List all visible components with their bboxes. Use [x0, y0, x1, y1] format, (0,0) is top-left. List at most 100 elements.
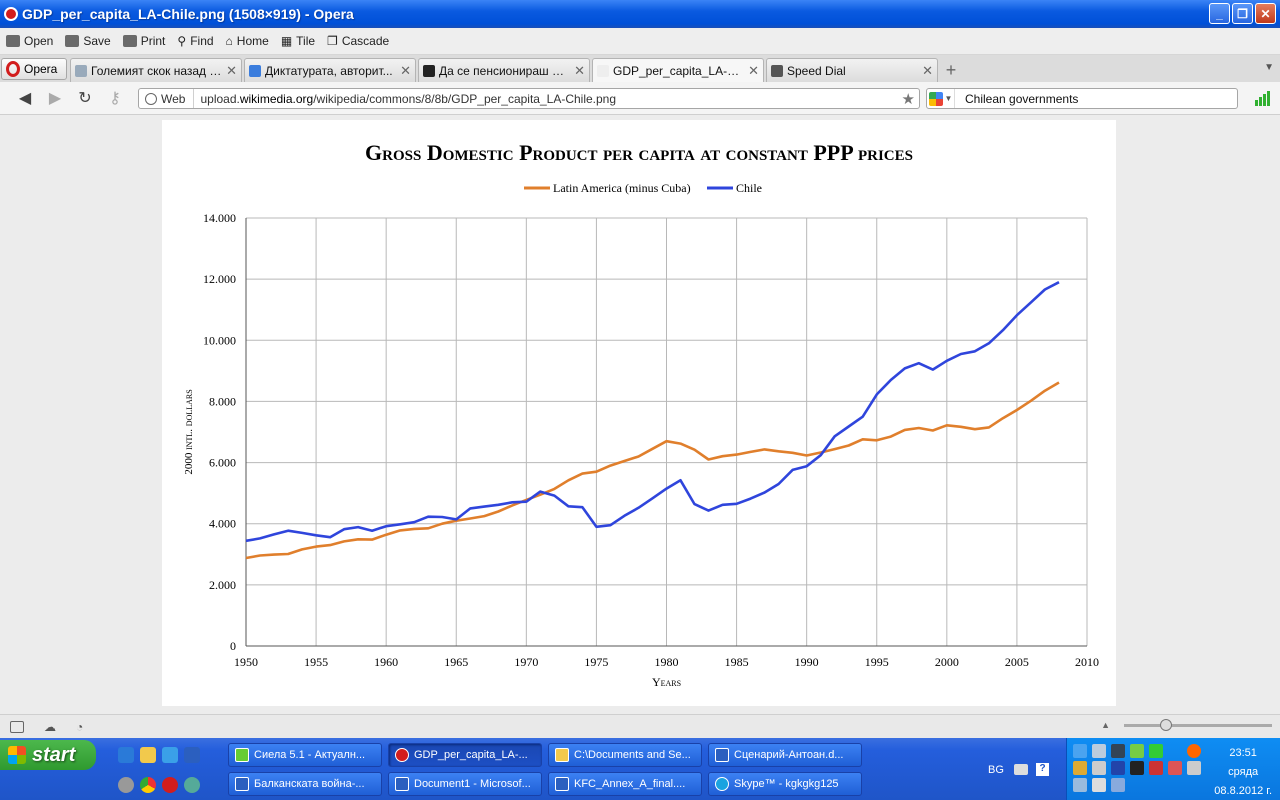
find-button[interactable]: ⚲ Find [177, 34, 214, 48]
tray-icon[interactable] [1149, 744, 1163, 758]
y-tick-label: 6.000 [209, 456, 236, 470]
ie-icon[interactable] [118, 747, 134, 763]
tab-3[interactable]: Да се пенсионираш в Ч... ✕ [418, 58, 590, 82]
minimize-button[interactable]: _ [1209, 3, 1230, 24]
reload-button[interactable]: ↻ [78, 90, 92, 107]
y-tick-label: 14.000 [203, 211, 236, 225]
ie-icon[interactable] [162, 747, 178, 763]
close-tab-icon[interactable]: ✕ [226, 62, 237, 78]
folder-icon [555, 748, 569, 762]
key-icon[interactable]: ⚷ [109, 90, 121, 107]
x-tick-label: 2000 [935, 655, 959, 669]
tray-icon[interactable] [1111, 744, 1125, 758]
tray-icon[interactable] [1073, 744, 1087, 758]
clock-day: сряда [1228, 766, 1259, 778]
print-button[interactable]: Print [122, 34, 165, 48]
cascade-button[interactable]: ❐ Cascade [327, 34, 390, 48]
forward-button[interactable]: ▶ [48, 90, 62, 107]
task-button[interactable]: Балканската война-... [228, 772, 382, 796]
save-button[interactable]: Save [65, 34, 111, 48]
new-tab-button[interactable]: + [945, 59, 957, 80]
tray-icon[interactable] [1111, 778, 1125, 792]
start-button[interactable]: start [0, 740, 96, 770]
address-field[interactable]: Web upload.wikimedia.org/wikipedia/commo… [138, 88, 920, 109]
panel-toggle-icon[interactable] [10, 720, 24, 733]
task-button[interactable]: Сценарий-Антоан.d... [708, 743, 862, 767]
tray-icon[interactable] [1092, 761, 1106, 775]
task-button[interactable]: Сиела 5.1 - Актуалн... [228, 743, 382, 767]
cloud-icon[interactable]: ☁ [44, 719, 56, 734]
clock[interactable]: 23:51 сряда 08.8.2012 г. [1214, 744, 1272, 800]
opera-menu-button[interactable]: Opera [1, 58, 67, 80]
tab-menu-chevron-icon[interactable]: ▼ [1264, 62, 1274, 73]
x-axis-label: Years [652, 675, 681, 689]
opera-logo-icon [6, 61, 20, 77]
folder-icon[interactable] [140, 747, 156, 763]
opera-icon [395, 748, 409, 762]
tray-icon[interactable] [1092, 744, 1106, 758]
chevron-down-icon: ▼ [944, 94, 953, 103]
close-tab-icon[interactable]: ✕ [574, 62, 585, 78]
tab-2[interactable]: Диктатурата, авторит... ✕ [244, 58, 416, 82]
task-button[interactable]: KFC_Annex_A_final.... [548, 772, 702, 796]
word-icon[interactable] [184, 747, 200, 763]
google-icon [928, 91, 943, 106]
tile-button[interactable]: ▦ Tile [280, 34, 316, 48]
cascade-icon: ❐ [327, 34, 338, 48]
zoom-slider[interactable] [1124, 719, 1272, 731]
task-button[interactable]: Document1 - Microsof... [388, 772, 542, 796]
close-tab-icon[interactable]: ✕ [922, 62, 933, 78]
favicon-icon [423, 64, 435, 77]
search-engine-selector[interactable]: ▼ [927, 89, 955, 108]
tray-icon[interactable] [1187, 761, 1201, 775]
close-tab-icon[interactable]: ✕ [748, 62, 759, 78]
home-button[interactable]: ⌂ Home [225, 34, 269, 48]
tray-icon[interactable] [1073, 778, 1087, 792]
tray-icon[interactable] [1149, 761, 1163, 775]
y-tick-label: 4.000 [209, 517, 236, 531]
tray-icon[interactable] [1111, 761, 1125, 775]
x-tick-label: 2010 [1075, 655, 1099, 669]
keyboard-icon[interactable] [1014, 764, 1028, 775]
site-badge[interactable]: Web [139, 89, 195, 108]
word-icon [395, 777, 409, 791]
tray-icon[interactable] [1130, 761, 1144, 775]
legend-label: Chile [736, 181, 762, 195]
word-icon [555, 777, 569, 791]
task-button[interactable]: C:\Documents and Se... [548, 743, 702, 767]
open-button[interactable]: Open [6, 34, 53, 48]
tab-1[interactable]: Големият скок назад - ... ✕ [70, 58, 242, 82]
task-button-active[interactable]: GDP_per_capita_LA-... [388, 743, 542, 767]
gdp-chart: Gross Domestic Product per capita at con… [183, 140, 1099, 689]
y-tick-label: 0 [230, 639, 236, 653]
windows-logo-icon [8, 746, 26, 764]
zoom-slider-knob[interactable] [1160, 719, 1172, 731]
window-title: GDP_per_capita_LA-Chile.png (1508×919) -… [22, 6, 354, 22]
back-button[interactable]: ◀ [18, 90, 32, 107]
app-icon[interactable] [184, 777, 200, 793]
help-icon[interactable]: ? [1036, 763, 1049, 776]
opera-icon[interactable] [162, 777, 178, 793]
chrome-icon[interactable] [140, 777, 156, 793]
tab-5[interactable]: Speed Dial ✕ [766, 58, 938, 82]
tray-icon[interactable] [1073, 761, 1087, 775]
close-window-button[interactable]: ✕ [1255, 3, 1276, 24]
tray-icon[interactable] [1092, 778, 1106, 792]
tray-icon[interactable] [1130, 744, 1144, 758]
x-tick-label: 1980 [655, 655, 679, 669]
x-tick-label: 1955 [304, 655, 328, 669]
search-field[interactable]: ▼ Chilean governments [926, 88, 1238, 109]
tab-4-active[interactable]: GDP_per_capita_LA-Chil... ✕ [592, 58, 764, 82]
restore-button[interactable]: ❐ [1232, 3, 1253, 24]
close-tab-icon[interactable]: ✕ [400, 62, 411, 78]
language-indicator[interactable]: BG [988, 764, 1004, 776]
task-button[interactable]: Skype™ - kgkgkg125 [708, 772, 862, 796]
zoom-arrow-icon[interactable]: ▲ [1101, 720, 1110, 730]
media-icon[interactable] [118, 777, 134, 793]
main-toolbar: Open Save Print ⚲ Find ⌂ Home ▦ Tile ❐ Casca… [0, 28, 1280, 55]
tray-icon[interactable] [1187, 744, 1201, 758]
word-icon [235, 777, 249, 791]
speed-icon[interactable]: ◔ [76, 719, 84, 734]
bookmark-star-icon[interactable]: ★ [901, 91, 915, 108]
tray-icon[interactable] [1168, 761, 1182, 775]
